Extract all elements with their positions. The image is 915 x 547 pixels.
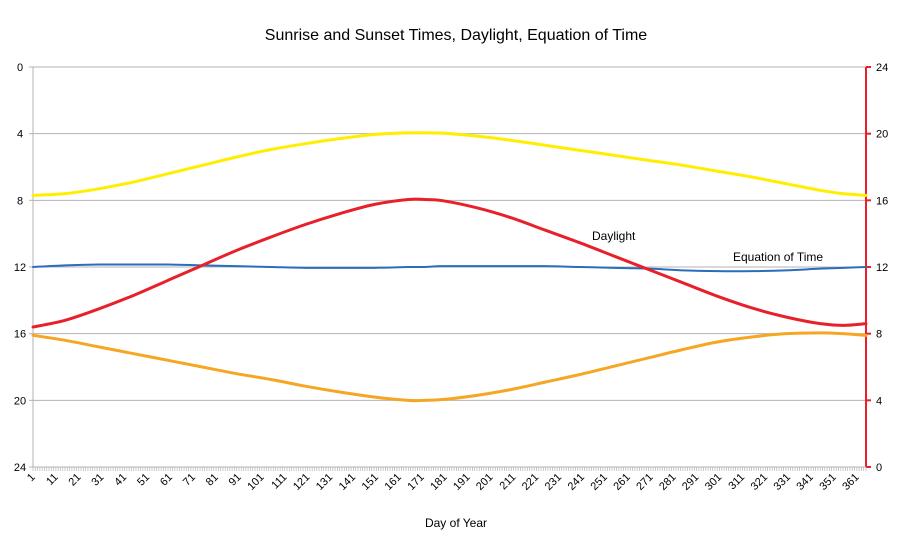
daylight-annotation: Daylight	[592, 229, 636, 243]
right-tick-label: 16	[876, 195, 888, 207]
x-tick-label: 281	[657, 471, 678, 492]
chart-title: Sunrise and Sunset Times, Daylight, Equa…	[265, 27, 648, 44]
left-tick-label: 24	[14, 462, 26, 474]
x-tick-label: 141	[337, 471, 358, 492]
sunrise-line	[31, 131, 868, 197]
x-tick-label: 341	[794, 471, 815, 492]
left-axis: 0 4 8 12 16 20 24	[14, 62, 34, 474]
x-tick-label: 111	[269, 471, 289, 491]
right-tick-label: 8	[876, 329, 882, 341]
x-tick-label: 241	[566, 471, 587, 492]
left-tick-label: 16	[14, 329, 26, 341]
x-tick-label: 151	[360, 471, 381, 492]
right-tick-label: 4	[876, 395, 882, 407]
left-tick-label: 4	[17, 129, 23, 141]
sunset-line	[31, 331, 868, 403]
x-tick-label: 91	[227, 471, 244, 488]
x-tick-label: 1	[25, 471, 38, 484]
x-tick-label: 291	[680, 471, 701, 492]
x-tick-label: 201	[474, 471, 495, 492]
x-tick-label: 11	[44, 471, 61, 488]
x-tick-label: 331	[772, 471, 793, 492]
x-tick-label: 261	[611, 471, 632, 492]
equation-of-time-annotation: Equation of Time	[733, 250, 823, 264]
equation-of-time-line	[32, 263, 867, 273]
right-tick-label: 24	[876, 62, 888, 74]
x-tick-label: 71	[181, 471, 198, 488]
x-tick-label: 171	[405, 471, 426, 492]
x-tick-label: 51	[135, 471, 152, 488]
x-tick-label: 21	[66, 471, 83, 488]
x-tick-label: 361	[840, 471, 861, 492]
series-lines	[31, 131, 868, 403]
right-tick-label: 20	[876, 129, 888, 141]
right-tick-label: 0	[876, 462, 882, 474]
x-tick-label: 191	[451, 471, 472, 492]
x-tick-label: 131	[314, 471, 335, 492]
x-tick-label: 41	[112, 471, 129, 488]
x-tick-label: 101	[245, 471, 266, 492]
x-tick-label: 211	[498, 471, 519, 492]
x-tick-label: 321	[749, 471, 770, 492]
x-axis-title: Day of Year	[425, 516, 487, 530]
x-tick-label: 81	[204, 471, 221, 488]
x-tick-label: 311	[726, 471, 747, 492]
left-tick-label: 20	[14, 395, 26, 407]
left-tick-label: 8	[17, 195, 23, 207]
x-tick-label: 271	[634, 471, 655, 492]
x-axis: 1 11 21 31 41 51 61 71 81 91 101 111 121 131 141 151 161…	[25, 466, 867, 493]
x-tick-label: 31	[89, 471, 106, 488]
x-tick-label: 161	[383, 471, 404, 492]
left-tick-label: 0	[17, 62, 23, 74]
x-tick-label: 351	[817, 471, 838, 492]
x-tick-label: 121	[291, 471, 312, 492]
x-tick-label: 301	[703, 471, 724, 492]
x-tick-label: 61	[158, 471, 175, 488]
x-tick-label: 181	[428, 471, 449, 492]
right-axis: 0 4 8 12 16 20 24	[865, 62, 888, 474]
x-tick-label: 251	[588, 471, 609, 492]
x-tick-label: 231	[543, 471, 564, 492]
daylight-line	[31, 197, 868, 329]
right-tick-label: 12	[876, 262, 888, 274]
left-tick-label: 12	[14, 262, 26, 274]
x-tick-label: 221	[520, 471, 541, 492]
